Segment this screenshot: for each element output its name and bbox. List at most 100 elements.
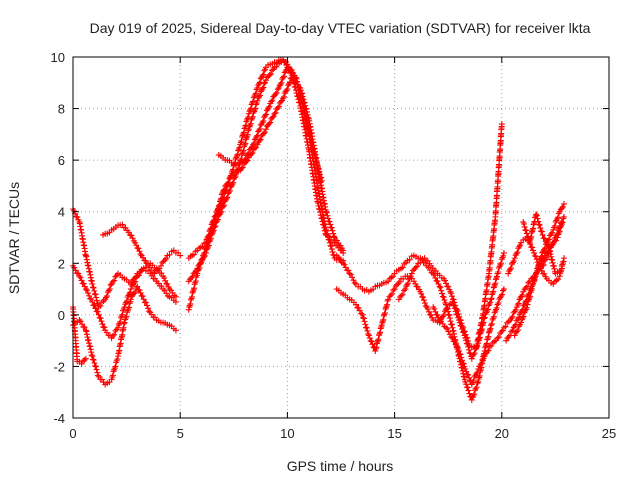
data-point — [240, 147, 247, 154]
data-point — [256, 125, 263, 132]
data-point — [535, 218, 542, 225]
data-point — [462, 366, 469, 373]
data-point — [238, 165, 245, 172]
data-point — [300, 100, 307, 107]
data-point — [206, 233, 213, 240]
data-point — [412, 264, 419, 271]
data-point — [137, 289, 144, 296]
data-point — [463, 368, 470, 375]
data-point — [233, 152, 240, 159]
data-point — [438, 287, 445, 294]
data-point — [143, 302, 150, 309]
data-point — [318, 174, 325, 181]
data-point — [164, 281, 171, 288]
data-point — [328, 246, 335, 253]
data-point — [508, 328, 515, 335]
data-point — [413, 263, 420, 270]
data-point — [507, 265, 514, 272]
data-point — [280, 74, 287, 81]
data-point — [316, 171, 323, 178]
data-point — [210, 223, 217, 230]
data-point — [177, 252, 184, 259]
data-point — [314, 162, 321, 169]
data-point — [509, 313, 516, 320]
data-point — [558, 205, 565, 212]
data-point — [204, 240, 211, 247]
data-point — [432, 308, 439, 315]
data-point — [548, 231, 555, 238]
data-point — [533, 269, 540, 276]
data-point — [269, 97, 276, 104]
data-point — [94, 369, 101, 376]
data-point — [448, 321, 455, 328]
y-tick-label: 6 — [58, 153, 65, 168]
data-point — [90, 356, 97, 363]
data-point — [91, 290, 98, 297]
data-point — [224, 194, 231, 201]
x-tick-label: 0 — [69, 426, 76, 441]
data-point — [523, 227, 530, 234]
data-point — [315, 202, 322, 209]
data-point — [103, 293, 110, 300]
data-point — [455, 347, 462, 354]
data-point — [259, 119, 266, 126]
data-point — [356, 307, 363, 314]
data-point — [136, 248, 143, 255]
data-point — [537, 225, 544, 232]
data-point — [345, 267, 352, 274]
data-point — [360, 315, 367, 322]
data-point — [495, 269, 502, 276]
data-point — [471, 350, 478, 357]
data-point — [109, 372, 116, 379]
data-point — [74, 214, 81, 221]
data-point — [312, 156, 319, 163]
data-point — [310, 146, 317, 153]
x-tick-label: 5 — [177, 426, 184, 441]
data-point — [329, 248, 336, 255]
data-point — [361, 318, 368, 325]
data-point — [445, 328, 452, 335]
data-point — [330, 233, 337, 240]
data-point — [402, 286, 409, 293]
data-point — [437, 284, 444, 291]
data-point — [89, 280, 96, 287]
data-point — [77, 274, 84, 281]
data-point — [254, 132, 261, 139]
data-point — [135, 272, 142, 279]
data-point — [347, 271, 354, 278]
data-point — [82, 286, 89, 293]
data-point — [197, 260, 204, 267]
data-point — [462, 331, 469, 338]
data-point — [115, 324, 122, 331]
data-point — [92, 291, 99, 298]
data-point — [254, 84, 261, 91]
data-point — [405, 280, 412, 287]
data-point — [172, 327, 179, 334]
data-point — [250, 141, 257, 148]
data-point — [453, 306, 460, 313]
data-point — [329, 227, 336, 234]
data-point — [555, 214, 562, 221]
data-point — [558, 265, 565, 272]
data-point — [240, 129, 247, 136]
data-point — [274, 86, 281, 93]
data-point — [328, 243, 335, 250]
data-point — [89, 353, 96, 360]
data-point — [497, 330, 504, 337]
data-point — [202, 244, 209, 251]
data-point — [80, 280, 87, 287]
x-tick-label: 20 — [495, 426, 509, 441]
data-point — [385, 296, 392, 303]
data-point — [399, 264, 406, 271]
data-point — [72, 267, 79, 274]
data-point — [327, 221, 334, 228]
data-point — [353, 301, 360, 308]
data-point — [112, 273, 119, 280]
data-point — [511, 308, 518, 315]
data-point — [226, 175, 233, 182]
data-point — [203, 241, 210, 248]
data-point — [272, 91, 279, 98]
data-point — [256, 93, 263, 100]
data-point — [226, 187, 233, 194]
data-point — [448, 321, 455, 328]
